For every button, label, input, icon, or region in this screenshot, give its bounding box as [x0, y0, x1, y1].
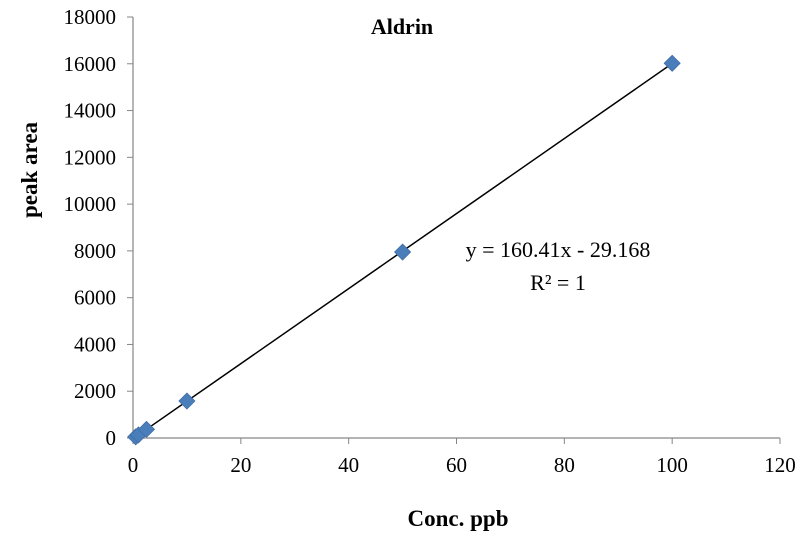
y-tick-label: 10000	[64, 192, 117, 216]
y-tick-label: 16000	[64, 52, 117, 76]
y-tick-label: 6000	[74, 286, 116, 310]
x-tick-labels: 0 20 40 60 80 100 120	[128, 453, 796, 477]
x-tick-label: 20	[230, 453, 251, 477]
trendline-r-squared: R² = 1	[530, 270, 586, 295]
x-tick-label: 80	[554, 453, 575, 477]
y-tick-label: 4000	[74, 332, 116, 356]
y-tick-label: 12000	[64, 145, 117, 169]
x-axis-title: Conc. ppb	[408, 506, 509, 531]
x-tick-label: 60	[446, 453, 467, 477]
x-tick-label: 100	[656, 453, 688, 477]
axes	[127, 16, 781, 444]
data-point	[394, 243, 412, 261]
y-axis-title: peak area	[17, 121, 42, 218]
data-point	[663, 54, 681, 72]
x-tick-label: 0	[128, 453, 139, 477]
chart-title: Aldrin	[371, 14, 433, 39]
y-tick-label: 8000	[74, 239, 116, 263]
y-tick-labels: 0 2000 4000 6000 8000 10000 12000 14000 16000 180…	[64, 5, 117, 450]
data-point	[137, 420, 156, 438]
x-tick-label: 120	[764, 453, 796, 477]
y-tick-label: 0	[106, 426, 117, 450]
y-tick-label: 14000	[64, 99, 117, 123]
y-tick-label: 18000	[64, 5, 117, 29]
trendline-equation: y = 160.41x - 29.168	[466, 237, 651, 262]
x-tick-label: 40	[338, 453, 359, 477]
data-points	[127, 54, 681, 446]
data-point	[178, 392, 196, 410]
y-tick-label: 2000	[74, 379, 116, 403]
